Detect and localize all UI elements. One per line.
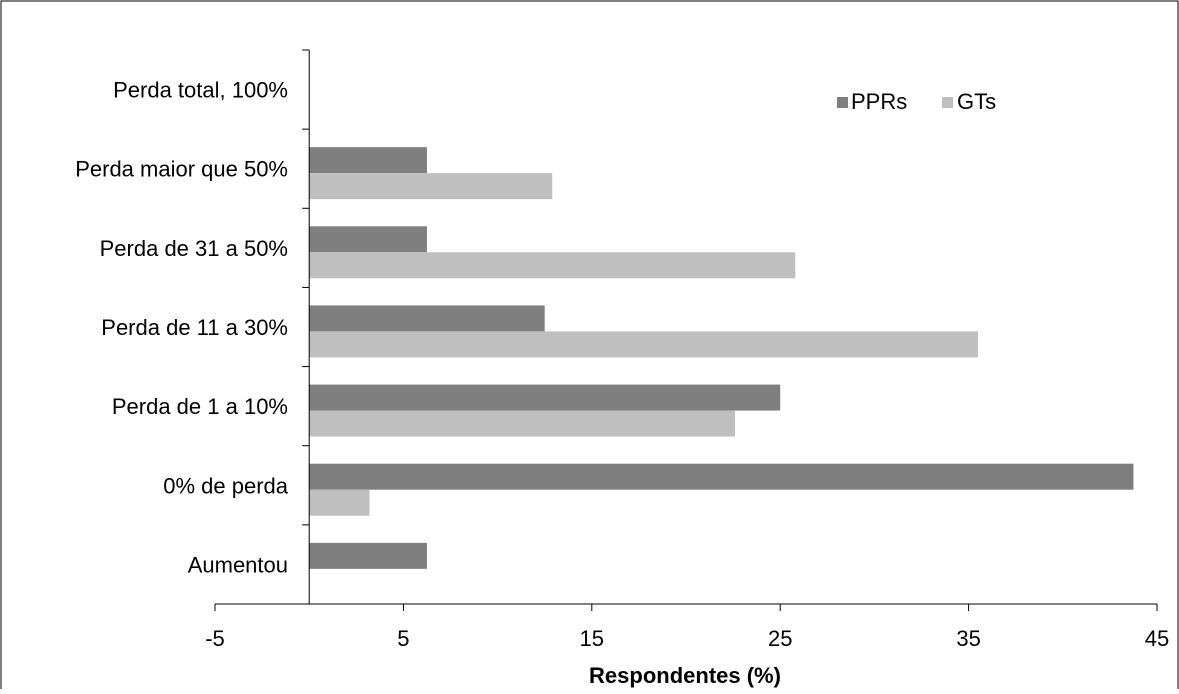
legend: PPRs GTs [837, 89, 996, 114]
x-tick-label: 15 [580, 626, 604, 651]
x-tick-label: -5 [205, 626, 225, 651]
category-label: 0% de perda [163, 473, 289, 498]
x-tick-label: 35 [956, 626, 980, 651]
bar-ppr-3 [309, 305, 545, 332]
legend-label-ppr: PPRs [851, 89, 907, 114]
x-tick-label: 25 [768, 626, 792, 651]
bar-gt-3 [309, 331, 979, 358]
bar-gt-5 [309, 489, 370, 516]
bar-ppr-4 [309, 384, 781, 411]
category-label: Aumentou [188, 552, 288, 577]
bar-gt-4 [309, 410, 735, 437]
x-axis-title: Respondentes (%) [589, 663, 781, 688]
category-label: Perda de 31 a 50% [100, 236, 288, 261]
bar-ppr-6 [309, 542, 427, 569]
bar-ppr-2 [309, 226, 427, 253]
legend-swatch-gt [942, 97, 953, 108]
bar-gt-1 [309, 173, 553, 200]
bar-ppr-1 [309, 147, 427, 174]
bar-ppr-5 [309, 463, 1134, 490]
category-label: Perda maior que 50% [75, 157, 288, 182]
category-label: Perda total, 100% [113, 78, 288, 103]
category-label: Perda de 11 a 30% [101, 315, 288, 340]
x-tick-label: 5 [397, 626, 409, 651]
legend-label-gt: GTs [957, 89, 996, 114]
axes-layer [214, 49, 1158, 611]
category-label: Perda de 1 a 10% [112, 394, 288, 419]
bars-layer [309, 147, 1134, 569]
labels-layer: -5 5 15 25 35 45 Perda total, 100% Perda maior … [75, 78, 1169, 651]
bar-gt-2 [309, 252, 796, 279]
x-tick-label: 45 [1145, 626, 1169, 651]
legend-swatch-ppr [837, 97, 848, 108]
